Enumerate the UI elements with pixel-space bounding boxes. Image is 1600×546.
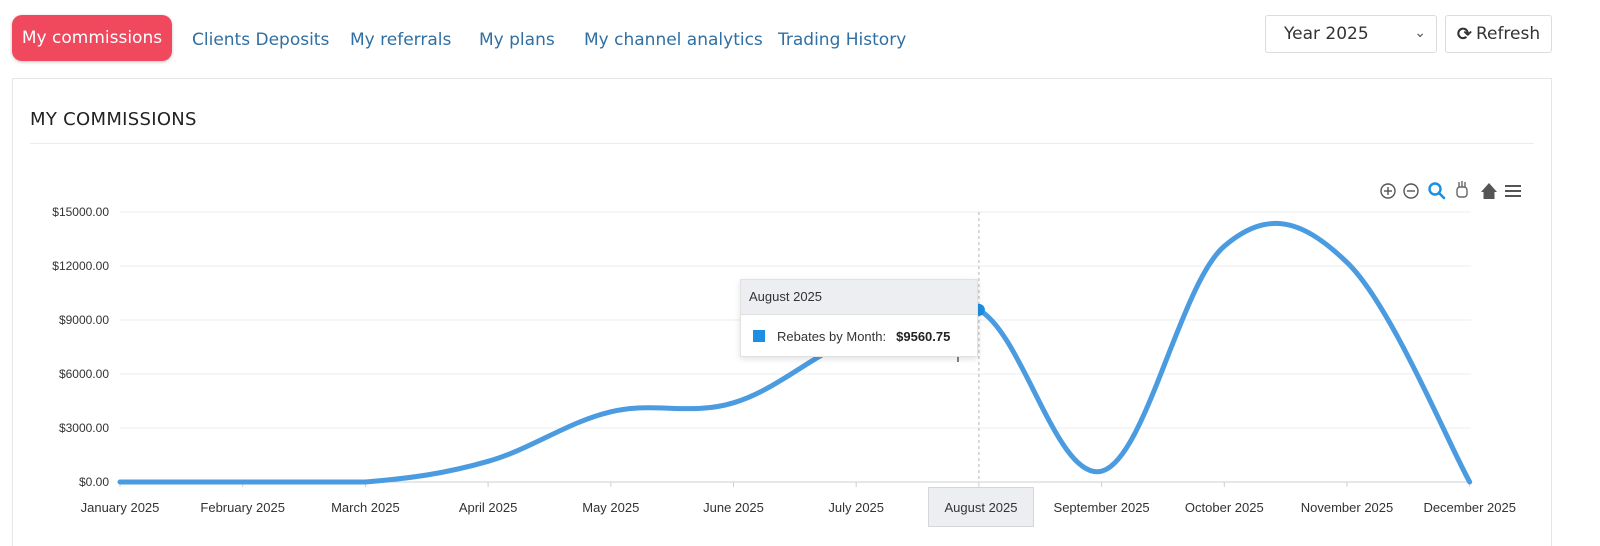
x-tick-label: March 2025 [331, 500, 400, 515]
selection-zoom-icon[interactable] [1428, 182, 1446, 200]
x-tick-label: October 2025 [1185, 500, 1264, 515]
tooltip-body: Rebates by Month: $9560.75 [741, 315, 977, 357]
tab-my-channel-analytics[interactable]: My channel analytics [584, 30, 763, 50]
x-tick-label: November 2025 [1301, 500, 1394, 515]
x-tick-label: February 2025 [200, 500, 285, 515]
tooltip-series-label: Rebates by Month: [777, 328, 887, 344]
chart-toolbar [1380, 181, 1521, 200]
refresh-button[interactable]: ⟳ Refresh [1445, 15, 1552, 53]
zoom-out-icon[interactable] [1403, 183, 1419, 199]
year-select-value: Year 2025 [1284, 24, 1369, 44]
x-tick-label: January 2025 [81, 500, 160, 515]
tab-my-commissions[interactable]: My commissions [12, 15, 172, 61]
refresh-label: Refresh [1475, 24, 1541, 44]
panel-divider [30, 143, 1534, 144]
tab-my-referrals[interactable]: My referrals [350, 30, 452, 50]
x-tick-label: December 2025 [1423, 500, 1516, 515]
top-navigation: My commissions Clients Deposits My refer… [0, 0, 1600, 78]
menu-icon[interactable] [1505, 185, 1521, 197]
y-tick-label: $0.00 [79, 475, 109, 489]
reset-home-icon[interactable] [1481, 183, 1497, 199]
x-axis-hover-label: August 2025 [928, 487, 1034, 527]
chevron-down-icon: ⌄ [1414, 25, 1426, 41]
x-tick-label: June 2025 [703, 500, 764, 515]
tooltip-value: $9560.75 [896, 328, 951, 344]
x-tick-label: September 2025 [1054, 500, 1150, 515]
year-select[interactable]: Year 2025 ⌄ [1265, 15, 1437, 53]
pan-icon[interactable] [1456, 181, 1468, 198]
y-tick-label: $12000.00 [52, 259, 109, 273]
refresh-icon: ⟳ [1456, 23, 1472, 45]
y-tick-label: $9000.00 [59, 313, 109, 327]
zoom-in-icon[interactable] [1380, 183, 1396, 199]
series-color-swatch [753, 330, 765, 342]
x-tick-label: May 2025 [582, 500, 639, 515]
tab-my-plans[interactable]: My plans [479, 30, 555, 50]
tooltip-title: August 2025 [741, 280, 977, 315]
data-tooltip: August 2025 Rebates by Month: $9560.75 [740, 279, 978, 357]
y-tick-label: $3000.00 [59, 421, 109, 435]
y-tick-label: $15000.00 [52, 205, 109, 219]
tab-trading-history[interactable]: Trading History [778, 30, 907, 50]
tab-clients-deposits[interactable]: Clients Deposits [192, 30, 330, 50]
panel-title: MY COMMISSIONS [30, 109, 197, 130]
y-tick-label: $6000.00 [59, 367, 109, 381]
x-tick-label: July 2025 [828, 500, 884, 515]
x-tick-label: April 2025 [459, 500, 518, 515]
